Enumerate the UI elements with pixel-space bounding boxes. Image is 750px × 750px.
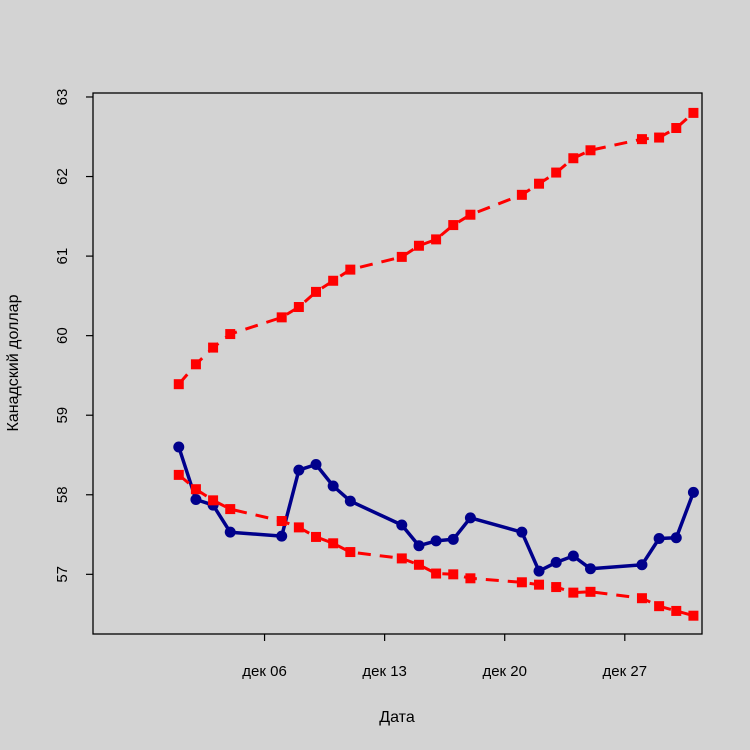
- data-point-lower: [431, 568, 442, 579]
- data-point-lower: [516, 577, 527, 588]
- data-point-actual: [413, 540, 425, 552]
- data-point-upper: [534, 178, 545, 189]
- series-line-actual: [177, 446, 696, 573]
- data-point-lower: [568, 587, 579, 598]
- y-tick-label: 62: [54, 168, 71, 185]
- data-point-lower: [345, 547, 356, 558]
- data-point-actual: [310, 459, 322, 471]
- data-point-actual: [550, 556, 562, 568]
- data-point-actual: [636, 559, 648, 571]
- data-point-upper: [190, 359, 201, 370]
- data-point-actual: [430, 535, 442, 547]
- data-point-upper: [345, 264, 356, 275]
- data-point-lower: [396, 553, 407, 564]
- data-point-upper: [413, 240, 424, 251]
- data-point-actual: [344, 495, 356, 507]
- data-point-upper: [516, 189, 527, 200]
- data-point-upper: [431, 234, 442, 245]
- axes-layer: дек 06 дек 13 дек 20 дек 27 57 58 59 60 61 62 63: [54, 89, 647, 680]
- data-point-lower: [276, 516, 287, 527]
- data-point-upper: [208, 342, 219, 353]
- series-lower: [173, 469, 699, 621]
- data-point-upper: [654, 132, 665, 143]
- data-point-lower: [654, 601, 665, 612]
- data-point-actual: [464, 512, 476, 524]
- data-point-actual: [670, 532, 682, 544]
- series-line-upper: [177, 111, 695, 386]
- data-point-lower: [585, 586, 596, 597]
- data-point-lower: [225, 504, 236, 515]
- data-point-upper: [328, 275, 339, 286]
- data-point-actual: [293, 464, 305, 476]
- data-point-actual: [224, 526, 236, 538]
- data-point-upper: [568, 153, 579, 164]
- y-axis-title: Канадский доллар: [5, 294, 22, 431]
- data-point-lower: [208, 495, 219, 506]
- data-point-actual: [396, 519, 408, 531]
- data-point-actual: [173, 441, 185, 453]
- data-point-upper: [585, 145, 596, 156]
- data-point-actual: [327, 480, 339, 492]
- plot-frame: [92, 92, 703, 635]
- y-tick-label: 57: [54, 566, 71, 583]
- y-tick-label: 60: [54, 327, 71, 344]
- data-point-actual: [653, 533, 665, 545]
- x-tick-label: дек 27: [603, 663, 648, 680]
- data-point-lower: [465, 573, 476, 584]
- data-point-upper: [293, 302, 304, 313]
- series-layer: [173, 107, 699, 621]
- series-line-lower: [177, 473, 694, 618]
- data-point-lower: [448, 569, 459, 580]
- data-point-lower: [328, 538, 339, 549]
- data-point-lower: [688, 610, 699, 621]
- y-tick-label: 63: [54, 89, 71, 106]
- data-point-lower: [534, 579, 545, 590]
- data-point-lower: [190, 484, 201, 495]
- data-point-upper: [396, 251, 407, 262]
- data-point-actual: [687, 486, 699, 498]
- data-point-upper: [671, 123, 682, 134]
- data-point-lower: [413, 559, 424, 570]
- data-point-lower: [293, 522, 304, 533]
- data-point-lower: [551, 582, 562, 593]
- y-tick-label: 58: [54, 486, 71, 503]
- data-point-upper: [173, 379, 184, 390]
- series-actual: [173, 441, 699, 577]
- data-point-upper: [448, 220, 459, 231]
- data-point-upper: [551, 167, 562, 178]
- data-point-lower: [311, 531, 322, 542]
- y-tick-label: 59: [54, 407, 71, 424]
- data-point-upper: [276, 312, 287, 323]
- data-point-actual: [276, 530, 288, 542]
- data-point-lower: [671, 605, 682, 616]
- data-point-upper: [688, 107, 699, 118]
- data-point-actual: [190, 494, 202, 506]
- data-point-lower: [636, 593, 647, 604]
- x-tick-label: дек 06: [242, 663, 287, 680]
- series-upper: [173, 107, 699, 390]
- data-point-upper: [636, 134, 647, 145]
- x-tick-label: дек 13: [362, 663, 407, 680]
- x-axis-title: Дата: [379, 709, 415, 726]
- data-point-upper: [311, 286, 322, 297]
- data-point-upper: [465, 209, 476, 220]
- data-point-upper: [225, 329, 236, 340]
- x-tick-label: дек 20: [482, 663, 527, 680]
- data-point-actual: [447, 533, 459, 545]
- data-point-actual: [516, 526, 528, 538]
- data-point-actual: [533, 565, 545, 577]
- data-point-actual: [584, 563, 596, 575]
- data-point-lower: [173, 469, 184, 480]
- y-tick-label: 61: [54, 248, 71, 265]
- data-point-actual: [567, 550, 579, 562]
